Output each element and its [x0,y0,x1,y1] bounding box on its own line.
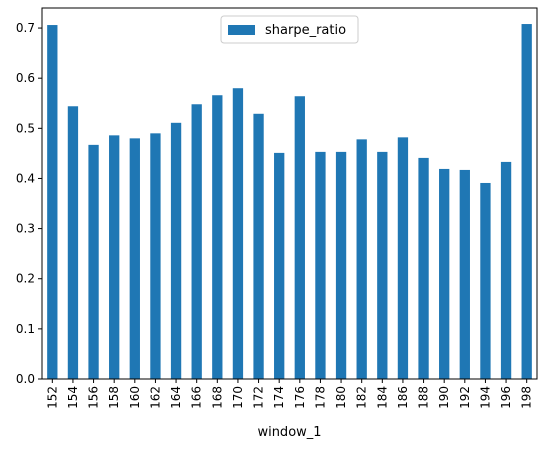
x-tick-label: 188 [417,386,431,409]
bar-174 [274,152,285,379]
x-tick-label: 190 [437,386,451,409]
x-tick-label: 154 [66,386,80,409]
bar-198 [521,24,532,379]
legend: sharpe_ratio [220,15,359,44]
bars-group [47,24,532,380]
x-tick-label: 166 [190,386,204,409]
x-tick-label: 198 [520,386,534,409]
x-tick-label: 156 [87,386,101,409]
y-tick-label: 0.7 [16,21,35,35]
bar-176 [294,96,305,379]
y-tick-label: 0.0 [16,372,35,386]
x-axis-label: window_1 [257,425,321,440]
x-axis: 152 154 156 158 160 162 164 166 168 170 172 174 176 1… [45,379,534,409]
legend-label: sharpe_ratio [265,23,346,38]
bar-194 [480,182,491,379]
x-tick-label: 164 [169,386,183,409]
x-tick-label: 160 [128,386,142,409]
y-axis: 0.0 0.1 0.2 0.3 0.4 0.5 0.6 0.7 [16,21,42,386]
x-tick-label: 162 [148,386,162,409]
plot-frame [41,7,538,380]
y-tick-label: 0.2 [16,272,35,286]
bar-180 [335,151,347,379]
x-tick-label: 172 [252,386,266,409]
y-tick-label: 0.3 [16,222,35,236]
x-tick-label: 174 [272,386,286,409]
x-tick-label: 152 [45,386,59,409]
bar-192 [459,169,470,379]
bar-156 [88,144,99,379]
bar-168 [212,95,223,379]
bar-152 [47,25,58,379]
bar-162 [150,133,161,379]
bar-178 [315,151,326,379]
legend-box [220,15,359,44]
y-tick-label: 0.4 [16,171,35,185]
x-tick-label: 176 [293,386,307,409]
x-tick-label: 168 [210,386,224,409]
bar-182 [356,139,367,379]
bar-160 [129,138,140,379]
bar-190 [439,168,450,379]
bar-184 [377,151,388,379]
bar-196 [500,161,512,379]
x-tick-label: 196 [499,386,513,409]
x-tick-label: 192 [458,386,472,409]
x-tick-label: 170 [231,386,245,409]
bar-166 [191,104,202,379]
x-tick-label: 194 [478,386,492,409]
bar-158 [109,135,120,379]
y-tick-label: 0.5 [16,121,35,135]
x-tick-label: 186 [396,386,410,409]
y-tick-label: 0.1 [16,322,35,336]
bar-164 [170,122,182,380]
x-tick-label: 182 [355,386,369,409]
x-tick-label: 178 [313,386,327,409]
bar-154 [67,106,79,379]
y-tick-label: 0.6 [16,71,35,85]
x-tick-label: 184 [375,386,389,409]
x-tick-label: 158 [107,386,121,409]
legend-swatch [228,25,255,35]
bar-172 [253,113,264,380]
x-tick-label: 180 [334,386,348,409]
bar-186 [397,137,409,379]
bar-170 [232,88,244,379]
bar-188 [418,157,429,379]
